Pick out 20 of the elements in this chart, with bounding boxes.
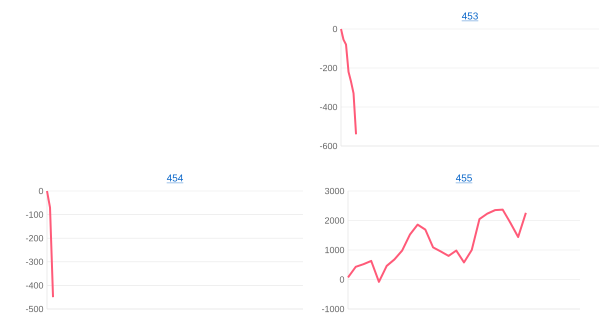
y-tick-label: -500 — [26, 306, 44, 312]
y-tick-label: -200 — [320, 64, 338, 72]
y-tick-label: -600 — [320, 142, 338, 150]
y-tick-label: 3000 — [324, 188, 344, 194]
chart-title: 455 — [456, 174, 472, 182]
line-series — [340, 28, 358, 136]
y-tick-label: -400 — [26, 282, 44, 289]
y-tick-label: -300 — [26, 258, 44, 265]
y-tick-label: -1000 — [322, 306, 344, 312]
line-series — [347, 208, 527, 283]
y-tick-label: 0 — [38, 188, 44, 194]
y-tick-label: 1000 — [325, 246, 344, 254]
y-tick-label: 0 — [340, 276, 344, 283]
y-tick-label: -400 — [320, 104, 338, 110]
y-tick-label: 2000 — [324, 217, 344, 224]
y-tick-label: 0 — [332, 26, 338, 32]
y-tick-label: -200 — [26, 235, 44, 242]
chart-title: 453 — [462, 12, 478, 20]
y-tick-label: -100 — [26, 211, 44, 218]
chart-title: 454 — [166, 174, 184, 182]
